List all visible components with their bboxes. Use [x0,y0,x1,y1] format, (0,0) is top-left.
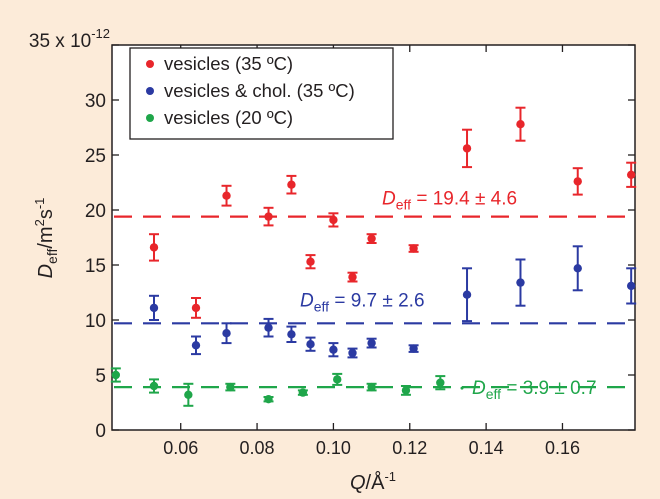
data-point [462,290,472,299]
fit-label: Deff = 19.4 ± 4.6 [382,189,517,213]
y-axis: 0 5 10 15 20 25 30 35 x 10-12 [29,26,635,442]
y-tick-label: 5 [95,366,106,387]
data-point [626,170,636,179]
data-point [264,323,273,332]
y-tick-label: 15 [85,256,106,277]
data-point [222,191,231,200]
data-point [184,390,193,399]
series-group [148,245,637,359]
data-point [149,243,159,252]
data-point [149,303,159,313]
y-tick-label: 35 x 10-12 [29,26,110,52]
x-tick-label: 0.06 [163,438,198,458]
data-point [306,257,315,266]
y-tick-label: 25 [85,146,106,167]
data-point [516,278,525,287]
data-point [626,281,636,291]
legend-box [129,47,394,140]
data-point [401,386,411,395]
data-point [462,144,472,153]
data-point [436,378,445,387]
x-tick-label: 0.16 [545,438,580,458]
fit-label: Deff = 9.7 ± 2.6 [300,290,425,314]
data-point [191,303,201,313]
series-layer [110,106,637,407]
legend-label: vesicles & chol. (35 ºC) [164,80,355,101]
data-point [306,340,315,349]
data-point [409,244,418,253]
fit-label-dot [460,386,464,390]
x-axis: 0.06 0.08 0.10 0.12 0.14 0.16 [163,45,580,458]
x-axis-title: Q/Å-1 [350,469,396,494]
series-group [110,367,446,407]
data-point [226,382,235,392]
data-point [348,272,357,282]
data-point [264,395,273,404]
data-point [149,381,159,391]
legend-marker [146,87,154,95]
fit-labels: Deff = 19.4 ± 4.6 Deff = 9.7 ± 2.6 Deff = … [300,189,597,403]
data-point [191,341,201,350]
data-point [573,264,582,273]
x-tick-label: 0.12 [392,438,427,458]
fit-label: Deff = 3.9 ± 0.7 [472,378,597,402]
legend-marker [146,60,154,68]
data-point [333,375,342,384]
legend-label: vesicles (20 ºC) [164,107,293,128]
data-point [264,212,273,221]
y-tick-label: 30 [85,91,106,112]
y-axis-title: Deff/m2s-1 [32,198,60,279]
y-tick-label: 20 [85,201,106,222]
data-point [516,120,525,129]
data-point [287,330,296,339]
data-point [329,345,338,354]
data-point [329,215,338,225]
x-tick-label: 0.08 [240,438,275,458]
legend-label: vesicles (35 ºC) [164,53,293,74]
data-point [348,348,357,358]
data-point [367,338,376,348]
legend: vesicles (35 ºC) vesicles & chol. (35 ºC)… [129,47,394,140]
data-point [222,329,231,338]
data-point [287,180,296,189]
series-group [148,106,637,319]
x-tick-label: 0.10 [316,438,351,458]
y-tick-label: 10 [85,311,106,332]
data-point [298,388,308,397]
data-point [111,370,121,380]
data-point [573,177,582,186]
legend-marker [146,114,154,122]
data-point [409,344,418,353]
data-point [367,234,376,243]
data-point [367,382,376,392]
x-tick-label: 0.14 [469,438,504,458]
y-tick-label: 0 [95,421,106,442]
